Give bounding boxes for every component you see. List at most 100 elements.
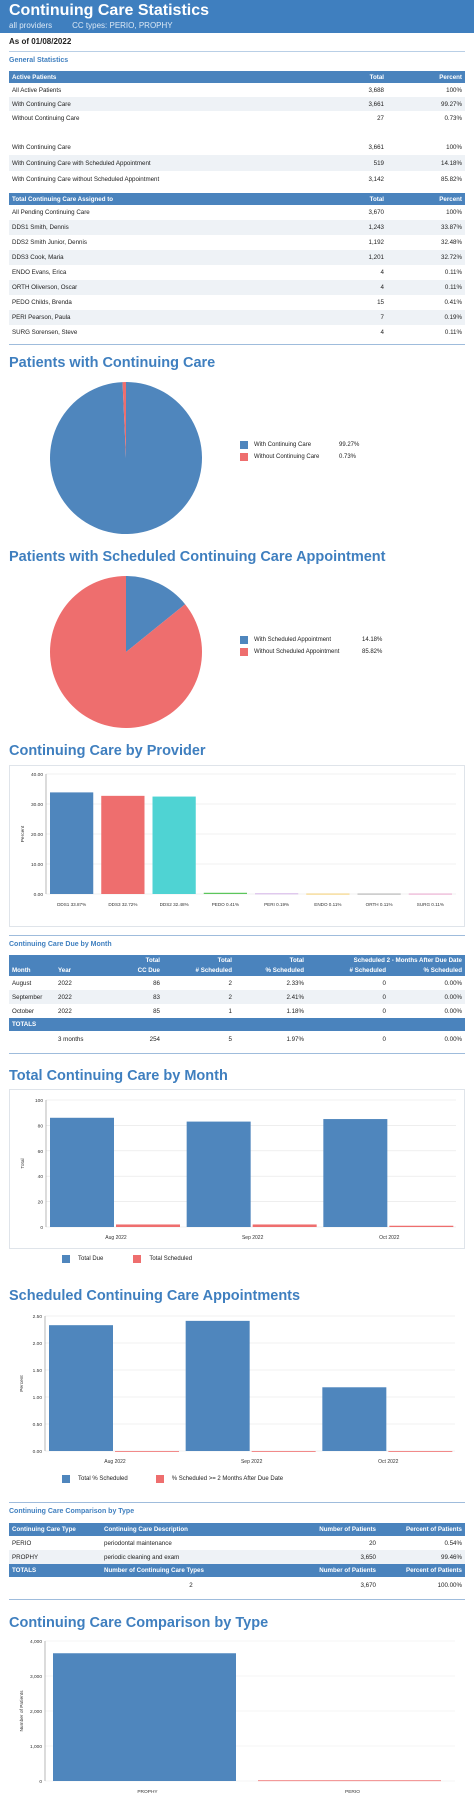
x-tick-label: SURG 0.11% xyxy=(417,902,444,907)
table-row: September 2022 83 2 2.41% 0 0.00% xyxy=(9,990,466,1004)
table-row: ENDO Evans, Erica 4 0.11% xyxy=(12,269,462,276)
table-row: October 2022 85 1 1.18% 0 0.00% xyxy=(12,1007,463,1015)
y-tick-label: 0.00 xyxy=(34,892,44,898)
pie-slice xyxy=(50,382,203,534)
y-tick-label: 2.00 xyxy=(33,1341,43,1347)
bar xyxy=(388,1451,453,1452)
table-row: All Active Patients 3,688 100% xyxy=(12,86,462,94)
y-tick-label: 4,000 xyxy=(30,1639,42,1645)
x-tick-label: DDS3 32.72% xyxy=(108,902,137,907)
table-row: With Continuing Care with Scheduled Appo… xyxy=(9,155,465,171)
bar xyxy=(258,1780,441,1782)
legend-item: Without Continuing Care 0.73% xyxy=(240,453,390,461)
bar xyxy=(185,1320,250,1451)
legend-item: Total Due xyxy=(62,1255,103,1263)
table-row: ORTH Oliverson, Oscar 4 0.11% xyxy=(9,280,465,295)
pie-slice xyxy=(126,576,186,652)
col-header: Total xyxy=(309,71,387,83)
x-tick-label: Aug 2022 xyxy=(104,1459,126,1465)
bar xyxy=(251,1451,316,1452)
legend-swatch xyxy=(62,1475,70,1483)
bar xyxy=(255,893,299,895)
active-patients-table: Active Patients Total Percent All Active P… xyxy=(9,71,465,125)
y-axis-label: Total xyxy=(20,1158,26,1168)
legend-item: Without Scheduled Appointment 85.82% xyxy=(240,648,390,656)
type-chart-title: Continuing Care Comparison by Type xyxy=(9,1615,269,1631)
table-row: August 2022 86 2 2.33% 0 0.00% xyxy=(12,979,463,987)
provider-bar-chart: 0.00 10.00 20.00 30.00 40.00 Percent DDS1 33.8… xyxy=(9,765,465,927)
sched-chart-title: Scheduled Continuing Care Appointments xyxy=(9,1288,301,1304)
legend-swatch xyxy=(240,441,248,449)
y-axis-label: Number of Patients xyxy=(19,1690,25,1732)
totals-row: TOTALS xyxy=(9,1018,466,1031)
comparison-title: Continuing Care Comparison by Type xyxy=(9,1508,135,1515)
y-tick-label: 10.00 xyxy=(31,862,43,868)
x-tick-label: DDS1 33.87% xyxy=(57,902,86,907)
table-row: All Pending Continuing Care 3,670 100% xyxy=(12,209,462,216)
bar xyxy=(50,792,94,894)
pie-slice xyxy=(49,576,202,728)
y-tick-label: 1,000 xyxy=(30,1744,42,1750)
totals-header-row: TOTALS Number of Continuing Care Types Num… xyxy=(9,1564,465,1577)
table-row: Without Continuing Care 27 0.73% xyxy=(12,114,462,122)
table-row: PEDO Childs, Brenda 15 0.41% xyxy=(12,299,462,306)
y-tick-label: 80 xyxy=(38,1123,44,1129)
scheduled-bar-chart: 0.00 0.50 1.00 1.50 2.00 2.50 Percent Aug 2022 S… xyxy=(19,1314,455,1465)
y-axis-label: Percent xyxy=(19,1375,25,1392)
pie2-legend: With Scheduled Appointment 14.18% Without… xyxy=(240,636,390,656)
y-tick-label: 3,000 xyxy=(30,1674,42,1680)
x-tick-label: DDS2 32.48% xyxy=(160,902,189,907)
y-tick-label: 0.00 xyxy=(33,1449,43,1455)
providers-filter: all providers xyxy=(9,21,53,30)
legend-item: With Scheduled Appointment 14.18% xyxy=(240,636,390,644)
col-header: Percent xyxy=(387,193,465,205)
scheduled-after-due-header: Scheduled 2 - Months After Due Date xyxy=(307,955,466,965)
y-tick-label: 60 xyxy=(38,1149,44,1155)
pie1-title: Patients with Continuing Care xyxy=(9,355,216,371)
legend-swatch xyxy=(62,1255,70,1263)
bar xyxy=(389,1225,454,1227)
bar xyxy=(323,1119,388,1227)
x-tick-label: PROPHY xyxy=(137,1789,158,1795)
scheduled-appointment-table: With Continuing Care 3,661 100% With Conti… xyxy=(9,139,465,187)
cc-types-filter: CC types: PERIO, PROPHY xyxy=(72,21,173,30)
legend-swatch xyxy=(133,1255,142,1263)
table-row: With Continuing Care 3,661 100% xyxy=(12,143,462,151)
divider xyxy=(9,51,465,52)
bar xyxy=(152,796,196,894)
x-tick-label: Aug 2022 xyxy=(105,1235,127,1241)
pie-slice xyxy=(122,382,126,458)
y-tick-label: 0 xyxy=(39,1779,42,1785)
y-tick-label: 20.00 xyxy=(31,832,43,838)
table-row: PERI Pearson, Paula 7 0.19% xyxy=(9,310,465,325)
table-row: DDS1 Smith, Dennis 1,243 33.87% xyxy=(9,220,465,235)
legend-swatch xyxy=(240,636,248,644)
general-statistics-title: General Statistics xyxy=(9,57,69,64)
comparison-table: Continuing Care Type Continuing Care Desc… xyxy=(9,1523,465,1593)
table-row: With Continuing Care without Scheduled A… xyxy=(12,175,462,183)
bar xyxy=(322,1387,387,1451)
bar xyxy=(186,1121,251,1227)
divider xyxy=(9,935,465,936)
y-tick-label: 0 xyxy=(40,1225,43,1231)
legend-item: % Scheduled >= 2 Months After Due Date xyxy=(155,1475,283,1483)
table-row: DDS3 Cook, Maria 1,201 32.72% xyxy=(9,250,465,265)
table-row: With Continuing Care 3,661 99.27% xyxy=(9,97,465,111)
table-row: PROPHY periodic cleaning and exam 3,650 99.… xyxy=(9,1550,465,1564)
bar xyxy=(101,795,145,894)
table-row: 3 months 254 5 1.97% 0 0.00% xyxy=(58,1035,463,1043)
pie1-legend: With Continuing Care 99.27% Without Conti… xyxy=(240,441,390,461)
bar xyxy=(203,892,247,894)
bar xyxy=(252,1224,317,1227)
divider xyxy=(9,1502,465,1503)
y-tick-label: 40.00 xyxy=(31,772,43,778)
report-title: Continuing Care Statistics xyxy=(9,2,210,19)
y-tick-label: 40 xyxy=(38,1174,44,1180)
y-tick-label: 20 xyxy=(38,1200,44,1206)
bar xyxy=(49,1325,113,1451)
table-row: DDS2 Smith Junior, Dennis 1,192 32.48% xyxy=(12,239,462,246)
x-tick-label: ENDO 0.11% xyxy=(314,902,341,907)
legend-swatch xyxy=(240,648,248,656)
bar xyxy=(115,1451,179,1452)
col-header: Total xyxy=(309,193,387,205)
